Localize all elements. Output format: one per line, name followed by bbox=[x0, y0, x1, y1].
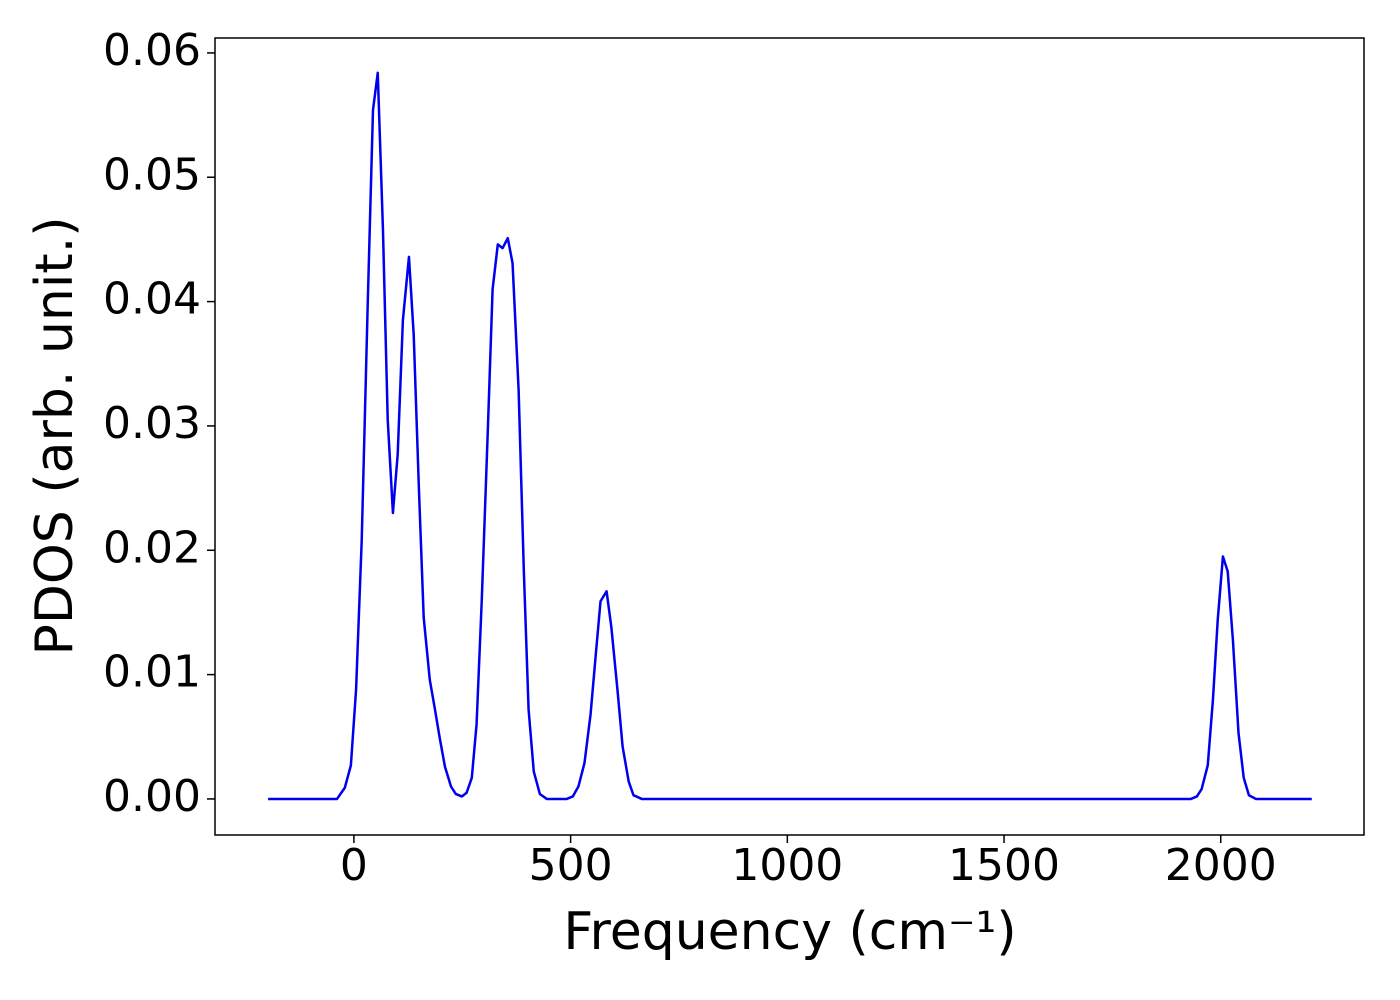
x-tick-label: 1500 bbox=[948, 840, 1060, 891]
y-tick-label: 0.01 bbox=[103, 647, 201, 698]
y-tick-label: 0.04 bbox=[103, 274, 201, 325]
y-tick-label: 0.05 bbox=[103, 149, 201, 200]
y-tick-label: 0.02 bbox=[103, 522, 201, 573]
x-tick-label: 500 bbox=[529, 840, 613, 891]
y-tick-label: 0.00 bbox=[103, 771, 201, 822]
x-tick-label: 0 bbox=[340, 840, 368, 891]
y-tick-label: 0.03 bbox=[103, 398, 201, 449]
y-axis-label: PDOS (arb. unit.) bbox=[25, 216, 85, 655]
data-line bbox=[268, 71, 1312, 801]
plot-frame bbox=[214, 37, 1365, 836]
y-tick-label: 0.06 bbox=[103, 25, 201, 76]
x-tick-label: 2000 bbox=[1165, 840, 1277, 891]
x-tick-label: 1000 bbox=[731, 840, 843, 891]
x-axis-label: Frequency (cm⁻¹) bbox=[563, 902, 1016, 962]
